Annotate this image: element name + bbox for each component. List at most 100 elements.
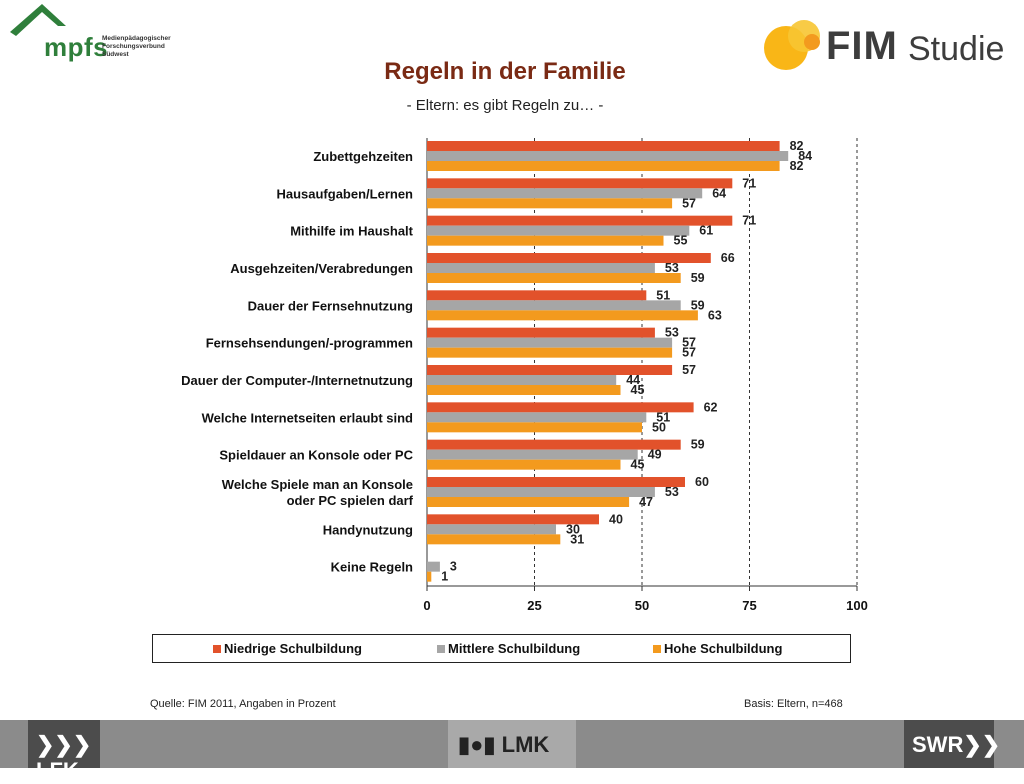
footer-bar: ❯❯❯LFK ▮●▮ LMK SWR❯❯ xyxy=(0,720,1024,783)
bar xyxy=(427,402,694,413)
bar xyxy=(427,273,681,283)
legend-item-niedrig: Niedrige Schulbildung xyxy=(213,641,362,656)
category-label: Zubettgehzeiten xyxy=(313,149,413,164)
legend-label: Mittlere Schulbildung xyxy=(448,641,581,656)
category-label: Hausaufgaben/Lernen xyxy=(276,186,413,201)
bar xyxy=(427,524,556,535)
bar xyxy=(427,487,655,497)
bar xyxy=(427,365,673,375)
data-label: 61 xyxy=(699,224,713,238)
bar xyxy=(427,198,673,209)
mpfs-logo-text: mpfs xyxy=(44,32,109,62)
bar xyxy=(427,337,673,348)
bar xyxy=(427,477,685,487)
bar xyxy=(427,347,673,358)
data-label: 82 xyxy=(790,139,804,153)
mpfs-subtitle: Medienpädagogischer Forschungsverbund Sü… xyxy=(102,35,182,59)
bar xyxy=(427,290,647,301)
legend-label: Niedrige Schulbildung xyxy=(224,641,362,656)
bar xyxy=(427,449,638,460)
x-tick-label: 50 xyxy=(635,598,649,613)
x-tick-label: 0 xyxy=(423,598,430,613)
legend-item-hoch: Hohe Schulbildung xyxy=(653,641,782,656)
swr-logo: SWR❯❯ xyxy=(912,732,1001,757)
data-label: 57 xyxy=(682,196,696,210)
mpfs-logo: mpfs Medienpädagogischer Forschungsverbu… xyxy=(6,2,176,64)
chart-legend: Niedrige Schulbildung Mittlere Schulbild… xyxy=(152,634,851,663)
bar xyxy=(427,263,655,273)
mpfs-sub-line: Forschungsverbund xyxy=(102,43,165,50)
bar xyxy=(427,385,621,395)
bar xyxy=(427,459,621,470)
data-label: 51 xyxy=(656,288,670,302)
chart-subtitle: - Eltern: es gibt Regeln zu… - xyxy=(406,97,604,114)
data-label: 57 xyxy=(682,363,696,377)
swr-logo-box: SWR❯❯ xyxy=(904,720,1000,768)
fim-logo-text: FIM xyxy=(826,24,898,68)
studie-logo-text: Studie xyxy=(908,30,1005,68)
data-label: 71 xyxy=(742,176,756,190)
legend-swatch xyxy=(437,645,445,653)
bar xyxy=(427,561,440,572)
bar xyxy=(427,300,681,311)
data-label: 47 xyxy=(639,495,653,509)
data-label: 59 xyxy=(691,271,705,285)
bar xyxy=(427,422,642,433)
legend-label: Hohe Schulbildung xyxy=(664,641,783,656)
lfk-logo-text: LFK xyxy=(36,758,79,783)
data-label: 40 xyxy=(609,512,623,526)
data-label: 30 xyxy=(566,522,580,536)
legend-swatch xyxy=(213,645,221,653)
lmk-logo-text: LMK xyxy=(501,732,550,757)
source-note: Quelle: FIM 2011, Angaben in Prozent xyxy=(150,698,336,710)
data-label: 66 xyxy=(721,251,735,265)
bar xyxy=(427,497,630,507)
legend-swatch xyxy=(653,645,661,653)
data-label: 53 xyxy=(665,485,679,499)
data-label: 62 xyxy=(704,400,718,414)
lfk-logo: ❯❯❯LFK xyxy=(36,732,92,783)
bar xyxy=(427,310,698,321)
bar xyxy=(427,235,664,246)
lmk-logo: ▮●▮ LMK xyxy=(458,732,550,757)
category-label: Spieldauer an Konsole oder PC xyxy=(219,448,413,463)
bar xyxy=(427,571,432,582)
fim-studie-logo: FIM Studie xyxy=(760,12,1020,74)
data-label: 64 xyxy=(712,186,726,200)
category-label: Fernsehsendungen/-programmen xyxy=(206,336,413,351)
bar xyxy=(427,215,733,226)
lmk-logo-box: ▮●▮ LMK xyxy=(448,720,576,768)
data-label: 60 xyxy=(695,475,709,489)
bar xyxy=(427,375,617,385)
bar xyxy=(427,534,561,545)
data-label: 53 xyxy=(665,326,679,340)
data-label: 49 xyxy=(648,448,662,462)
data-label: 1 xyxy=(441,570,448,584)
bar xyxy=(427,188,703,199)
fim-circles-icon xyxy=(764,20,820,70)
data-label: 45 xyxy=(631,383,645,397)
data-label: 53 xyxy=(665,261,679,275)
mpfs-roof-icon xyxy=(10,4,66,36)
bar xyxy=(427,514,599,525)
legend-item-mittel: Mittlere Schulbildung xyxy=(437,641,580,656)
data-label: 71 xyxy=(742,214,756,228)
data-label: 84 xyxy=(798,149,812,163)
data-label: 63 xyxy=(708,308,722,322)
bar xyxy=(427,178,733,189)
category-label: Handynutzung xyxy=(323,522,413,537)
data-label: 57 xyxy=(682,336,696,350)
lfk-logo-box: ❯❯❯LFK xyxy=(28,720,100,783)
data-label: 59 xyxy=(691,298,705,312)
swr-logo-text: SWR xyxy=(912,732,964,757)
bar xyxy=(427,225,690,236)
category-label: Ausgehzeiten/Verabredungen xyxy=(230,261,413,276)
category-label: Mithilfe im Haushalt xyxy=(290,224,413,239)
category-label: Keine Regeln xyxy=(331,560,413,575)
data-label: 3 xyxy=(450,560,457,574)
bar xyxy=(427,327,655,338)
data-label: 50 xyxy=(652,420,666,434)
data-label: 57 xyxy=(682,346,696,360)
data-label: 59 xyxy=(691,438,705,452)
